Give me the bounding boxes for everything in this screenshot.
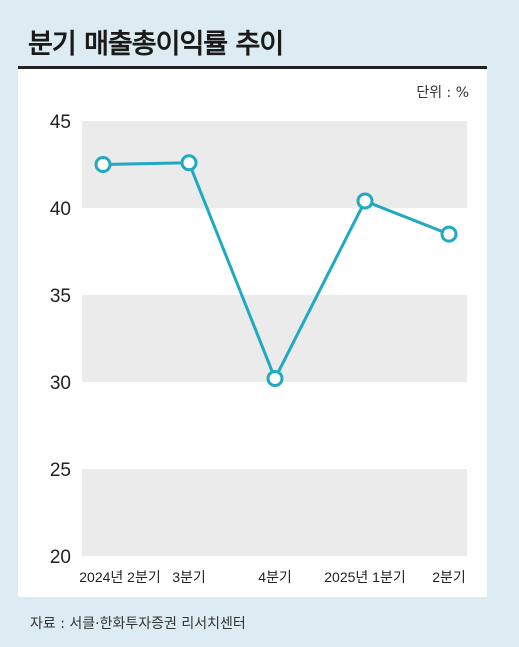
data-point — [180, 154, 198, 172]
x-tick-label: 2025년 1분기 — [324, 569, 405, 585]
y-tick-label: 20 — [50, 547, 71, 568]
data-point — [266, 370, 284, 388]
title-rule — [18, 66, 487, 69]
grid-band-1 — [82, 295, 467, 382]
y-tick-label: 45 — [50, 112, 71, 133]
data-points — [94, 154, 458, 388]
x-axis-ticks: 2024년 2분기 3분기 4분기 2025년 1분기 2분기 — [79, 569, 466, 585]
x-tick-label: 4분기 — [258, 569, 292, 585]
x-tick-label: 2024년 2분기 — [79, 569, 160, 585]
source-note: 자료 : 서클·한화투자증권 리서치센터 — [30, 616, 246, 632]
y-tick-label: 25 — [50, 460, 71, 481]
y-axis-ticks: 45 40 35 30 25 20 — [50, 112, 71, 568]
y-tick-label: 40 — [50, 199, 71, 220]
x-tick-label: 3분기 — [172, 569, 206, 585]
grid-band-2 — [82, 469, 467, 556]
chart-title: 분기 매출총이익률 추이 — [28, 29, 284, 60]
data-point — [94, 156, 112, 173]
y-tick-label: 30 — [50, 373, 71, 394]
data-point — [440, 225, 458, 243]
y-tick-label: 35 — [50, 286, 71, 307]
x-tick-label: 2분기 — [432, 569, 466, 585]
background-bands — [82, 121, 467, 556]
unit-label: 단위 : % — [416, 85, 469, 101]
data-point — [356, 192, 374, 210]
